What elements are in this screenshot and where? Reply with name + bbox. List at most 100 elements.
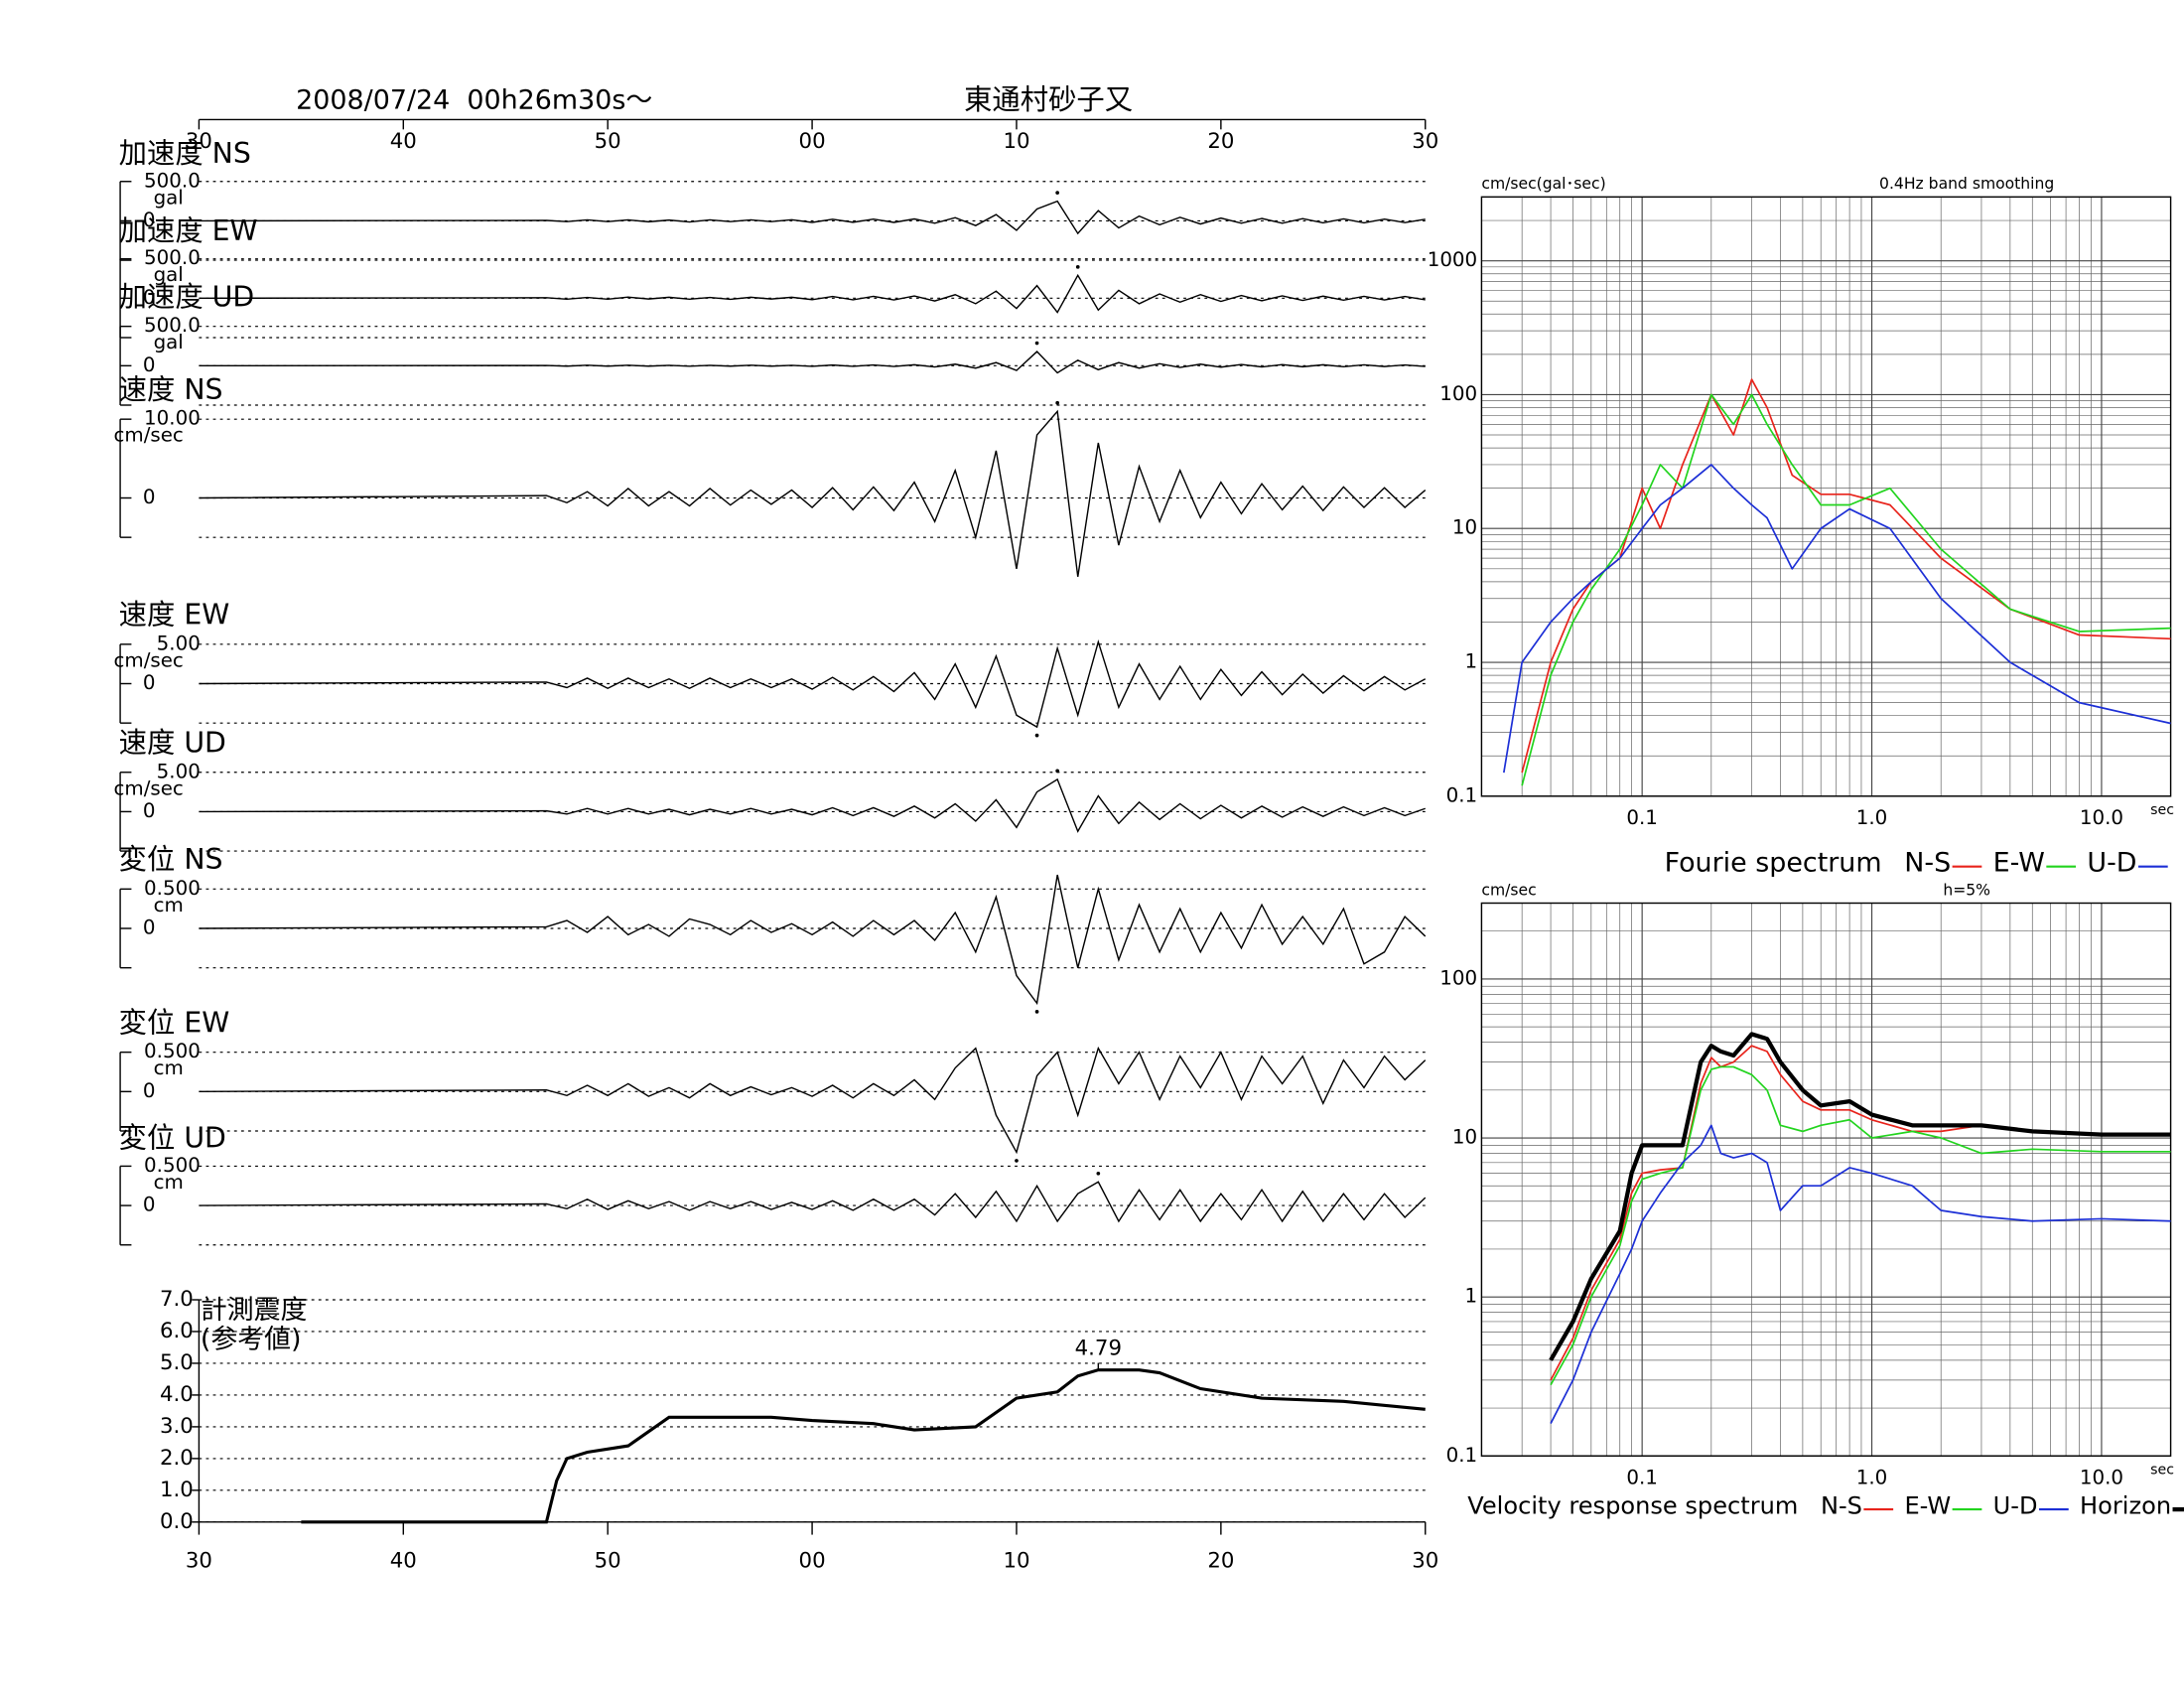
peak-dot: [1034, 733, 1039, 738]
x-tick-label: 00: [799, 129, 826, 154]
peak-dot: [1015, 1159, 1019, 1163]
x-tick-label: 00: [799, 1549, 826, 1574]
legend-label: Horizon: [2080, 1491, 2171, 1519]
y-tick-label: 4.0: [160, 1382, 194, 1407]
waveform-trace: [199, 638, 1427, 729]
chart-title: 計測震度: [201, 1295, 308, 1326]
legend-label: U-D: [2087, 847, 2136, 878]
y-tick-label: 5.00: [157, 760, 201, 782]
waveform-trace: [199, 777, 1426, 833]
y-tick-label: 1000: [1428, 248, 1477, 271]
waveform-trace: [199, 874, 1427, 1006]
y-tick-label: 0: [143, 286, 156, 309]
waveform-trace: [199, 409, 1427, 577]
y-tick-label: 0.1: [1446, 1444, 1478, 1467]
chart-title: (参考値): [201, 1325, 302, 1355]
panel-unit: gal: [154, 331, 184, 353]
x-tick-label: 20: [1207, 1549, 1234, 1574]
peak-dot: [1055, 400, 1059, 405]
y-tick-label: 0.500: [144, 1040, 201, 1062]
plot-frame: [1480, 196, 2172, 797]
chart-title: Velocity response spectrum: [1467, 1491, 1798, 1519]
station-name: 東通村砂子又: [964, 83, 1133, 116]
y-tick-label: 7.0: [160, 1287, 194, 1312]
subtitle: h=5%: [1943, 881, 1990, 899]
y-tick-label: 10.00: [144, 407, 201, 430]
legend-label: U-D: [1993, 1491, 2038, 1519]
panel-title: 速度 NS: [119, 373, 223, 406]
legend-label: N-S: [1904, 847, 1951, 878]
y-tick-label: 10: [1452, 1126, 1477, 1149]
y-tick-label: 1.0: [160, 1478, 194, 1502]
peak-dot: [1055, 769, 1059, 774]
subtitle: 0.4Hz band smoothing: [1879, 175, 2054, 193]
y-tick-label: 5.00: [157, 632, 201, 654]
y-tick-label: 2.0: [160, 1446, 194, 1471]
peak-dot: [1096, 1171, 1101, 1176]
spectrum-line: [1503, 464, 2171, 774]
panel-title: 変位 UD: [119, 1122, 226, 1155]
x-tick-label: 10: [1003, 129, 1029, 154]
peak-dot: [1034, 341, 1039, 346]
spectrum-line: [1550, 1124, 2171, 1424]
waveform-trace: [199, 351, 1426, 374]
x-axis-label: sec: [2150, 802, 2174, 818]
y-tick-label: 0: [143, 1194, 156, 1216]
panel-unit: cm: [154, 1057, 184, 1079]
panel-title: 加速度 NS: [119, 137, 251, 170]
legend-label: N-S: [1821, 1491, 1862, 1519]
x-tick-label: 30: [186, 129, 212, 154]
y-tick-label: 0.1: [1446, 783, 1478, 806]
panel-unit: cm: [154, 1171, 184, 1194]
y-tick-label: 0: [143, 671, 156, 694]
panel-title: 速度 EW: [119, 599, 230, 632]
y-tick-label: 100: [1439, 966, 1477, 989]
y-tick-label: 0.500: [144, 1154, 201, 1177]
x-tick-label: 10.0: [2080, 806, 2123, 829]
panel-title: 変位 NS: [119, 843, 223, 876]
x-tick-label: 30: [1412, 129, 1438, 154]
panel-unit: gal: [154, 186, 184, 209]
y-tick-label: 0: [143, 209, 156, 231]
y-tick-label: 500.0: [144, 314, 201, 337]
panel-unit: cm/sec: [114, 776, 184, 799]
y-tick-label: 100: [1439, 382, 1477, 405]
y-tick-label: 10: [1452, 516, 1477, 539]
spectrum-line: [1549, 1032, 2171, 1361]
record-date: 2008/07/24 00h26m30s〜: [296, 85, 652, 116]
peak-dot: [1055, 191, 1059, 195]
x-tick-label: 0.1: [1626, 806, 1658, 829]
x-tick-label: 50: [595, 129, 621, 154]
waveform-trace: [199, 273, 1426, 314]
y-tick-label: 3.0: [160, 1414, 194, 1439]
waveform-trace: [199, 1181, 1427, 1223]
y-tick-label: 0: [143, 486, 156, 508]
peak-label: 4.79: [1075, 1336, 1122, 1360]
x-tick-label: 1.0: [1856, 806, 1888, 829]
y-tick-label: 0: [143, 1079, 156, 1102]
x-tick-label: 40: [390, 1549, 417, 1574]
panel-unit: cm/sec: [114, 424, 184, 447]
peak-dot: [1075, 264, 1080, 269]
y-tick-label: 0: [143, 353, 156, 376]
panel-title: 変位 EW: [119, 1006, 230, 1039]
panel-title: 加速度 EW: [119, 214, 258, 247]
x-tick-label: 30: [186, 1549, 212, 1574]
y-tick-label: 5.0: [160, 1350, 194, 1375]
peak-dot: [1034, 1010, 1039, 1014]
y-tick-label: 6.0: [160, 1319, 194, 1343]
y-tick-label: 1: [1465, 650, 1478, 673]
panel-unit: cm/sec: [114, 648, 184, 671]
x-tick-label: 30: [1412, 1549, 1438, 1574]
waveform-trace: [199, 200, 1426, 235]
y-tick-label: 1: [1465, 1285, 1478, 1308]
y-tick-label: 500.0: [144, 246, 201, 269]
x-tick-label: 0.1: [1626, 1466, 1658, 1488]
x-tick-label: 50: [595, 1549, 621, 1574]
y-tick-label: 500.0: [144, 169, 201, 192]
x-tick-label: 1.0: [1856, 1466, 1888, 1488]
x-tick-label: 10: [1003, 1549, 1029, 1574]
